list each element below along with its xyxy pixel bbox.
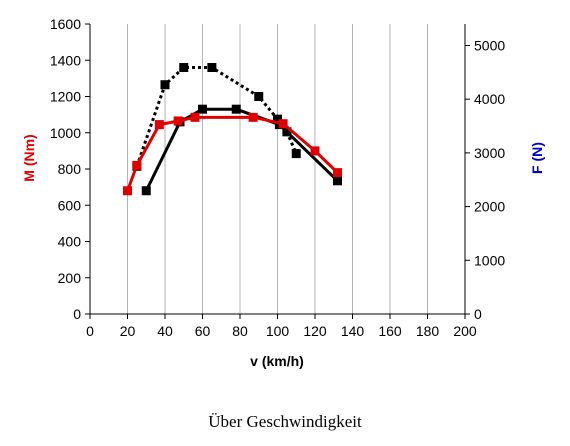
right-y-tick-label: 1000: [474, 252, 505, 268]
x-tick-label: 80: [232, 323, 248, 339]
x-tick-label: 100: [266, 323, 290, 339]
data-point: [198, 104, 207, 114]
left-y-tick-label: 1600: [50, 16, 81, 32]
data-point: [310, 146, 320, 156]
data-point: [141, 186, 151, 196]
data-point: [160, 80, 170, 90]
right-y-tick-label: 5000: [474, 37, 505, 53]
data-point: [254, 92, 264, 101]
x-tick-label: 120: [303, 323, 327, 339]
x-tick-label: 140: [341, 323, 365, 339]
left-y-tick-label: 600: [58, 197, 82, 213]
x-tick-label: 180: [416, 323, 440, 339]
data-point: [291, 149, 301, 159]
x-tick-label: 200: [453, 323, 477, 339]
left-y-tick-label: 800: [58, 161, 82, 177]
left-y-tick-label: 1400: [50, 52, 81, 68]
data-point: [123, 186, 132, 196]
data-point: [273, 114, 282, 124]
left-y-tick-labels: 0 200 400 600 800 1000 1200 1400 1600: [50, 16, 90, 322]
left-y-tick-label: 1200: [50, 89, 81, 105]
data-point: [278, 119, 288, 129]
x-tick-labels: 0 20 40 60 80 100 120 140 160 180 200: [86, 314, 477, 339]
right-y-tick-label: 3000: [474, 145, 505, 161]
data-point: [207, 63, 217, 72]
data-point: [190, 112, 200, 122]
series-0: [123, 112, 342, 196]
data-point: [154, 120, 164, 130]
data-point: [179, 63, 189, 72]
data-point: [333, 168, 342, 178]
figure-caption: Über Geschwindigkeit: [208, 412, 362, 431]
right-y-tick-label: 4000: [474, 91, 505, 107]
right-y-tick-label: 2000: [474, 199, 505, 215]
data-point: [248, 112, 258, 122]
right-y-tick-labels: 0 1000 2000 3000 4000 5000: [465, 37, 505, 322]
x-tick-label: 0: [86, 323, 94, 339]
data-point: [333, 176, 342, 186]
series-line: [144, 107, 339, 192]
data-point: [173, 116, 183, 126]
left-y-tick-label: 1000: [50, 125, 81, 141]
x-axis-title: v (km/h): [250, 353, 304, 369]
right-y-tick-label: 0: [474, 306, 482, 322]
x-tick-label: 60: [195, 323, 211, 339]
left-y-tick-label: 400: [58, 234, 82, 250]
chart: 0 20 40 60 80 100 120 140 160 180 200 020040060080…: [21, 16, 545, 369]
left-y-axis-title: M (Nm): [21, 134, 37, 181]
series-layer: [123, 63, 342, 196]
x-tick-label: 40: [157, 323, 173, 339]
data-point: [231, 104, 241, 114]
left-y-tick-label: 0: [73, 306, 81, 322]
right-y-axis-title: F (N): [529, 142, 545, 174]
x-tick-label: 160: [378, 323, 402, 339]
left-y-tick-label: 200: [58, 270, 82, 286]
vertical-gridlines: [127, 24, 428, 314]
data-point: [132, 160, 142, 170]
x-tick-label: 20: [120, 323, 136, 339]
